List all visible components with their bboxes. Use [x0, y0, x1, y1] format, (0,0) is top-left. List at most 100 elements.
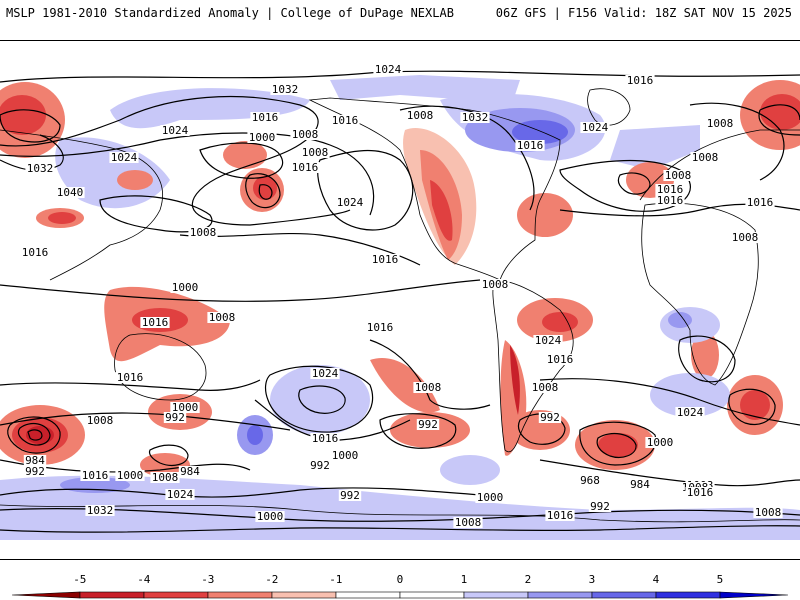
- isobar-label-background: [290, 162, 320, 173]
- isobar-label-background: [413, 382, 443, 393]
- isobar-label: 1016: [547, 509, 574, 522]
- isobar-label: 1016: [252, 111, 279, 124]
- isobar-label-background: [578, 475, 602, 486]
- isobar-label-background: [645, 437, 675, 448]
- isobar-label: 1000: [117, 469, 144, 482]
- isobar-label-background: [625, 75, 655, 86]
- colorbar-tick-label: 1: [460, 573, 468, 586]
- isobar-label: 1008: [755, 506, 782, 519]
- isobar-label: 1000: [249, 131, 276, 144]
- isobar-label-background: [188, 227, 218, 238]
- isobar-label-background: [247, 132, 277, 143]
- coastline-greenland: [587, 88, 631, 126]
- isobar-label-background: [655, 195, 685, 206]
- anomaly-positive-region: [0, 475, 800, 540]
- anomaly-negative-region: [370, 358, 440, 413]
- isobar-label: 992: [418, 418, 438, 431]
- isobar-contour: [0, 508, 800, 522]
- isobar-label: 1016: [372, 253, 399, 266]
- isobar-label: 1016: [747, 196, 774, 209]
- isobar-label-background: [538, 412, 562, 423]
- isobar-label-background: [690, 152, 720, 163]
- isobar-label-background: [85, 415, 115, 426]
- isobar-label-background: [330, 450, 360, 461]
- isobar-label: 1000: [332, 449, 359, 462]
- isobar-contour: [617, 172, 651, 195]
- isobar-label: 1016: [82, 469, 109, 482]
- isobar-label-background: [23, 455, 47, 466]
- anomaly-negative-region: [117, 170, 153, 190]
- isobar-label-background: [310, 368, 340, 379]
- colorbar-segment: [399, 591, 465, 599]
- isobar-label: 1024: [677, 406, 704, 419]
- isobar-label: 1008: [87, 414, 114, 427]
- isobar-label-background: [475, 492, 505, 503]
- isobar-label-background: [730, 232, 760, 243]
- isobar-label: 1024: [111, 151, 138, 164]
- anomaly-positive-region: [650, 373, 730, 417]
- isobar-contour: [379, 413, 457, 449]
- isobar-label: 1008: [209, 311, 236, 324]
- isobar-contour: [254, 399, 411, 441]
- coastline-south-america: [492, 279, 574, 453]
- isobar-label: 1016: [312, 432, 339, 445]
- isobar-label-background: [515, 140, 545, 151]
- isobar-label: 1016: [547, 353, 574, 366]
- isobar-label-background: [115, 372, 145, 383]
- isobar-contour: [596, 432, 637, 458]
- isobar-contour: [579, 421, 657, 466]
- isobar-label: 984: [630, 478, 650, 491]
- isobar-label: 1008: [302, 146, 329, 159]
- colorbar-tick-label: -5: [73, 573, 87, 586]
- colorbar-tick-label: 3: [588, 573, 596, 586]
- isobar-label-background: [178, 466, 202, 477]
- isobar-label-background: [80, 470, 110, 481]
- anomaly-positive-region: [247, 425, 263, 445]
- anomaly-negative-region: [430, 180, 453, 241]
- colorbar-tick-label: 2: [524, 573, 532, 586]
- anomaly-positive-region: [270, 365, 370, 435]
- anomaly-positive-region: [330, 75, 520, 100]
- isobar-label: 1024: [535, 334, 562, 347]
- isobar-label-background: [270, 84, 300, 95]
- isobar-label-background: [338, 490, 362, 501]
- isobar-contour: [17, 422, 51, 446]
- isobar-label: 1016: [22, 246, 49, 259]
- anomaly-shading-layer: [0, 75, 800, 540]
- isobar-label: 1000: [647, 436, 674, 449]
- isobar-label: 1024: [167, 488, 194, 501]
- isobar-contour: [7, 416, 61, 454]
- isobar-label: 992: [310, 459, 330, 472]
- isobar-label-background: [753, 507, 783, 518]
- isobar-label: 1024: [582, 121, 609, 134]
- isobar-label: 984: [25, 454, 45, 467]
- isobar-contour: [0, 487, 481, 498]
- isobar-label: 1008: [665, 169, 692, 182]
- isobar-label: 1016: [687, 486, 714, 499]
- coastline-antarctica: [0, 504, 800, 523]
- isobar-label-background: [588, 501, 612, 512]
- isobar-label-background: [545, 510, 575, 521]
- isobar-label-background: [655, 184, 685, 195]
- model-valid-time: 06Z GFS | F156 Valid: 18Z SAT NOV 15 202…: [495, 6, 792, 20]
- isobar-label-background: [170, 282, 200, 293]
- coastline-australia: [114, 333, 207, 401]
- anomaly-negative-region: [517, 193, 573, 237]
- isobar-label: 1008: [407, 109, 434, 122]
- colorbar-tick-label: -4: [137, 573, 151, 586]
- isobar-label: 1016: [292, 161, 319, 174]
- isobar-label-background: [150, 472, 180, 483]
- isobar-label-background: [207, 312, 237, 323]
- isobar-label: 1016: [142, 316, 169, 329]
- isobar-label: 1008: [692, 151, 719, 164]
- isobar-label-background: [705, 118, 735, 129]
- anomaly-positive-region: [610, 125, 700, 170]
- colorbar-segment: [79, 591, 145, 599]
- isobar-label: 1016: [627, 74, 654, 87]
- isobar-label-background: [308, 460, 332, 471]
- isobar-label-background: [675, 407, 705, 418]
- map-frame: [0, 40, 800, 560]
- chart-title: MSLP 1981-2010 Standardized Anomaly | Co…: [6, 6, 454, 20]
- isobar-label-background: [163, 412, 187, 423]
- isobar-contour: [0, 95, 351, 226]
